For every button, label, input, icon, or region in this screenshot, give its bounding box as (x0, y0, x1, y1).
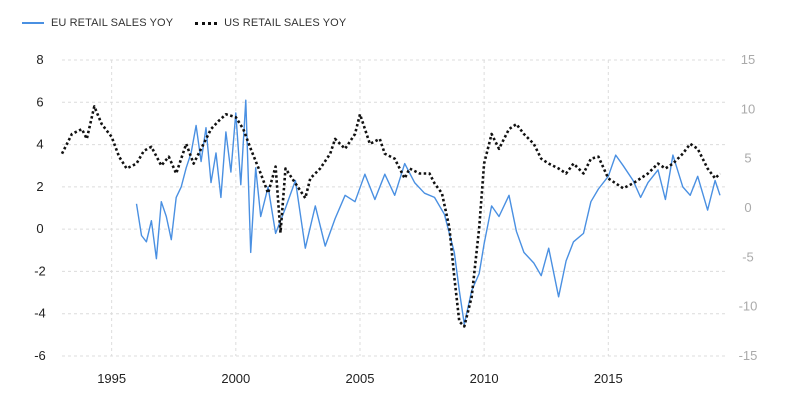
y-right-tick-label: 10 (741, 101, 755, 116)
y-right-tick-label: 0 (744, 200, 751, 215)
y-left-tick-label: -2 (34, 263, 46, 278)
y-right-tick-label: -5 (742, 249, 754, 264)
legend-swatch-eu (22, 22, 44, 24)
y-right-tick-label: 5 (744, 151, 751, 166)
series-line-us-retail-sales (60, 105, 721, 328)
y-right-tick-label: -10 (739, 299, 758, 314)
y-left-tick-label: 8 (36, 52, 43, 67)
axis-labels: -6 -4 -2 0 2 4 6 8 -15 -10 -5 0 5 10 15 1995 2000 2005 201… (34, 52, 757, 386)
legend-item-us[interactable]: US RETAIL SALES YOY (195, 17, 346, 29)
y-left-tick-label: -4 (34, 306, 46, 321)
y-right-tick-label: 15 (741, 52, 755, 67)
y-left-tick-label: 6 (36, 94, 43, 109)
legend-label-eu: EU RETAIL SALES YOY (51, 17, 174, 29)
x-tick-label: 2005 (346, 371, 375, 386)
y-left-tick-label: 4 (36, 137, 43, 152)
y-left-tick-label: 2 (36, 179, 43, 194)
y-left-tick-label: 0 (36, 221, 43, 236)
x-tick-label: 2015 (594, 371, 623, 386)
x-tick-label: 2010 (470, 371, 499, 386)
series-line-eu-retail-sales (135, 99, 721, 325)
x-tick-label: 1995 (97, 371, 126, 386)
legend-swatch-us (195, 21, 218, 25)
legend-label-us: US RETAIL SALES YOY (224, 17, 347, 29)
grid-lines (62, 59, 725, 357)
legend-item-eu[interactable]: EU RETAIL SALES YOY (22, 17, 173, 29)
x-tick-label: 2000 (221, 371, 250, 386)
y-left-tick-label: -6 (34, 348, 46, 363)
y-right-tick-label: -15 (739, 348, 758, 363)
series-lines (60, 99, 721, 328)
chart-legend: EU RETAIL SALES YOY US RETAIL SALES YOY (22, 14, 368, 32)
